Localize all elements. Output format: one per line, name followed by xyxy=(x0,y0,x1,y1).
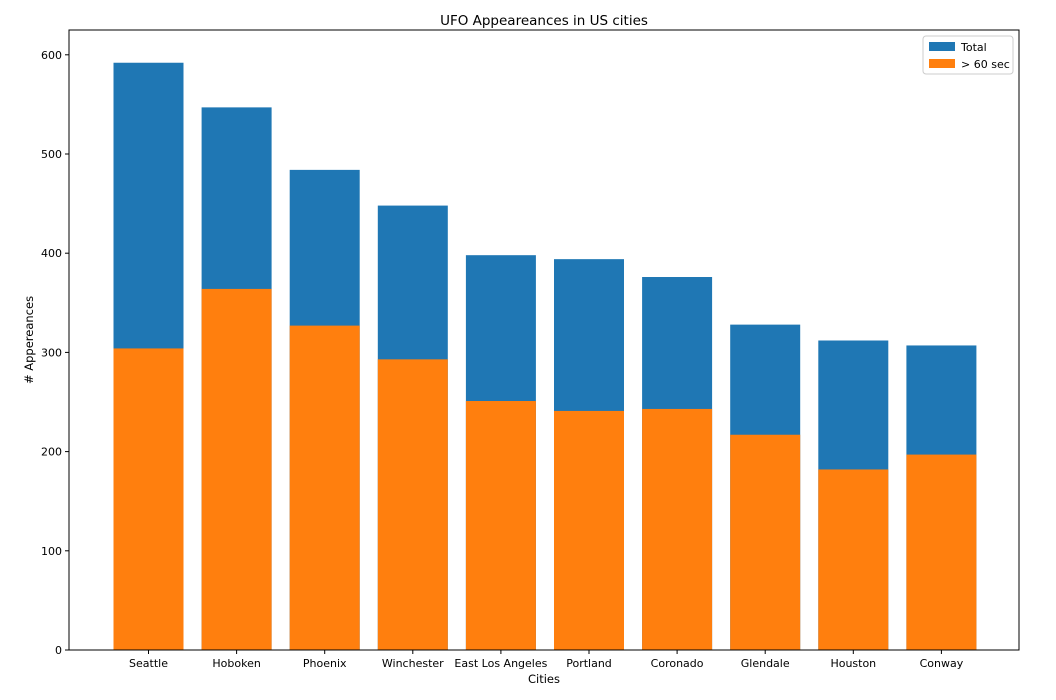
x-tick-label: Glendale xyxy=(741,657,790,670)
legend-label-total: Total xyxy=(960,41,987,54)
plot-frame xyxy=(68,29,1020,651)
x-tick-label: Seattle xyxy=(129,657,168,670)
x-tick-label: Conway xyxy=(920,657,964,670)
y-tick-label: 0 xyxy=(55,644,62,657)
y-tick-label: 500 xyxy=(41,148,62,161)
bars-over-60-series xyxy=(113,288,977,650)
x-tick-label: Houston xyxy=(830,657,876,670)
legend-swatch-over-60-sec xyxy=(929,59,955,68)
y-axis-title: # Appereances xyxy=(22,296,36,384)
x-tick-label: Portland xyxy=(566,657,612,670)
chart-title: UFO Appeareances in US cities xyxy=(440,13,648,29)
bar-over-60-sec-glendale xyxy=(730,434,801,650)
y-tick-label: 300 xyxy=(41,346,62,359)
legend: Total > 60 sec xyxy=(922,35,1014,75)
x-tick-label: Coronado xyxy=(651,657,704,670)
bar-over-60-sec-houston xyxy=(818,469,889,650)
x-tick-label: Winchester xyxy=(382,657,444,670)
x-axis-title: Cities xyxy=(528,672,560,686)
x-tick-label: East Los Angeles xyxy=(454,657,547,670)
y-tick-label: 200 xyxy=(41,446,62,459)
y-tick-label: 400 xyxy=(41,247,62,260)
y-tick-label: 600 xyxy=(41,49,62,62)
bar-over-60-sec-phoenix xyxy=(289,325,360,650)
x-axis-ticks: Seattle Hoboken Phoenix Winchester East Los … xyxy=(129,650,964,670)
plot-area: 0 100 200 300 400 500 600 Seattle Hoboken Phoeni… xyxy=(41,29,1020,670)
bar-over-60-sec-seattle xyxy=(113,348,184,650)
legend-label-over-60-sec: > 60 sec xyxy=(961,58,1010,71)
bar-over-60-sec-hoboken xyxy=(201,288,272,650)
bar-over-60-sec-east-los-angeles xyxy=(465,401,536,650)
legend-swatch-total xyxy=(929,42,955,51)
bar-over-60-sec-conway xyxy=(906,454,977,650)
bar-over-60-sec-winchester xyxy=(377,359,448,650)
x-tick-label: Phoenix xyxy=(303,657,347,670)
bar-over-60-sec-portland xyxy=(554,410,624,650)
y-tick-label: 100 xyxy=(41,545,62,558)
y-axis-ticks: 0 100 200 300 400 500 600 xyxy=(41,49,69,657)
bar-over-60-sec-coronado xyxy=(642,408,713,650)
x-tick-label: Hoboken xyxy=(212,657,260,670)
